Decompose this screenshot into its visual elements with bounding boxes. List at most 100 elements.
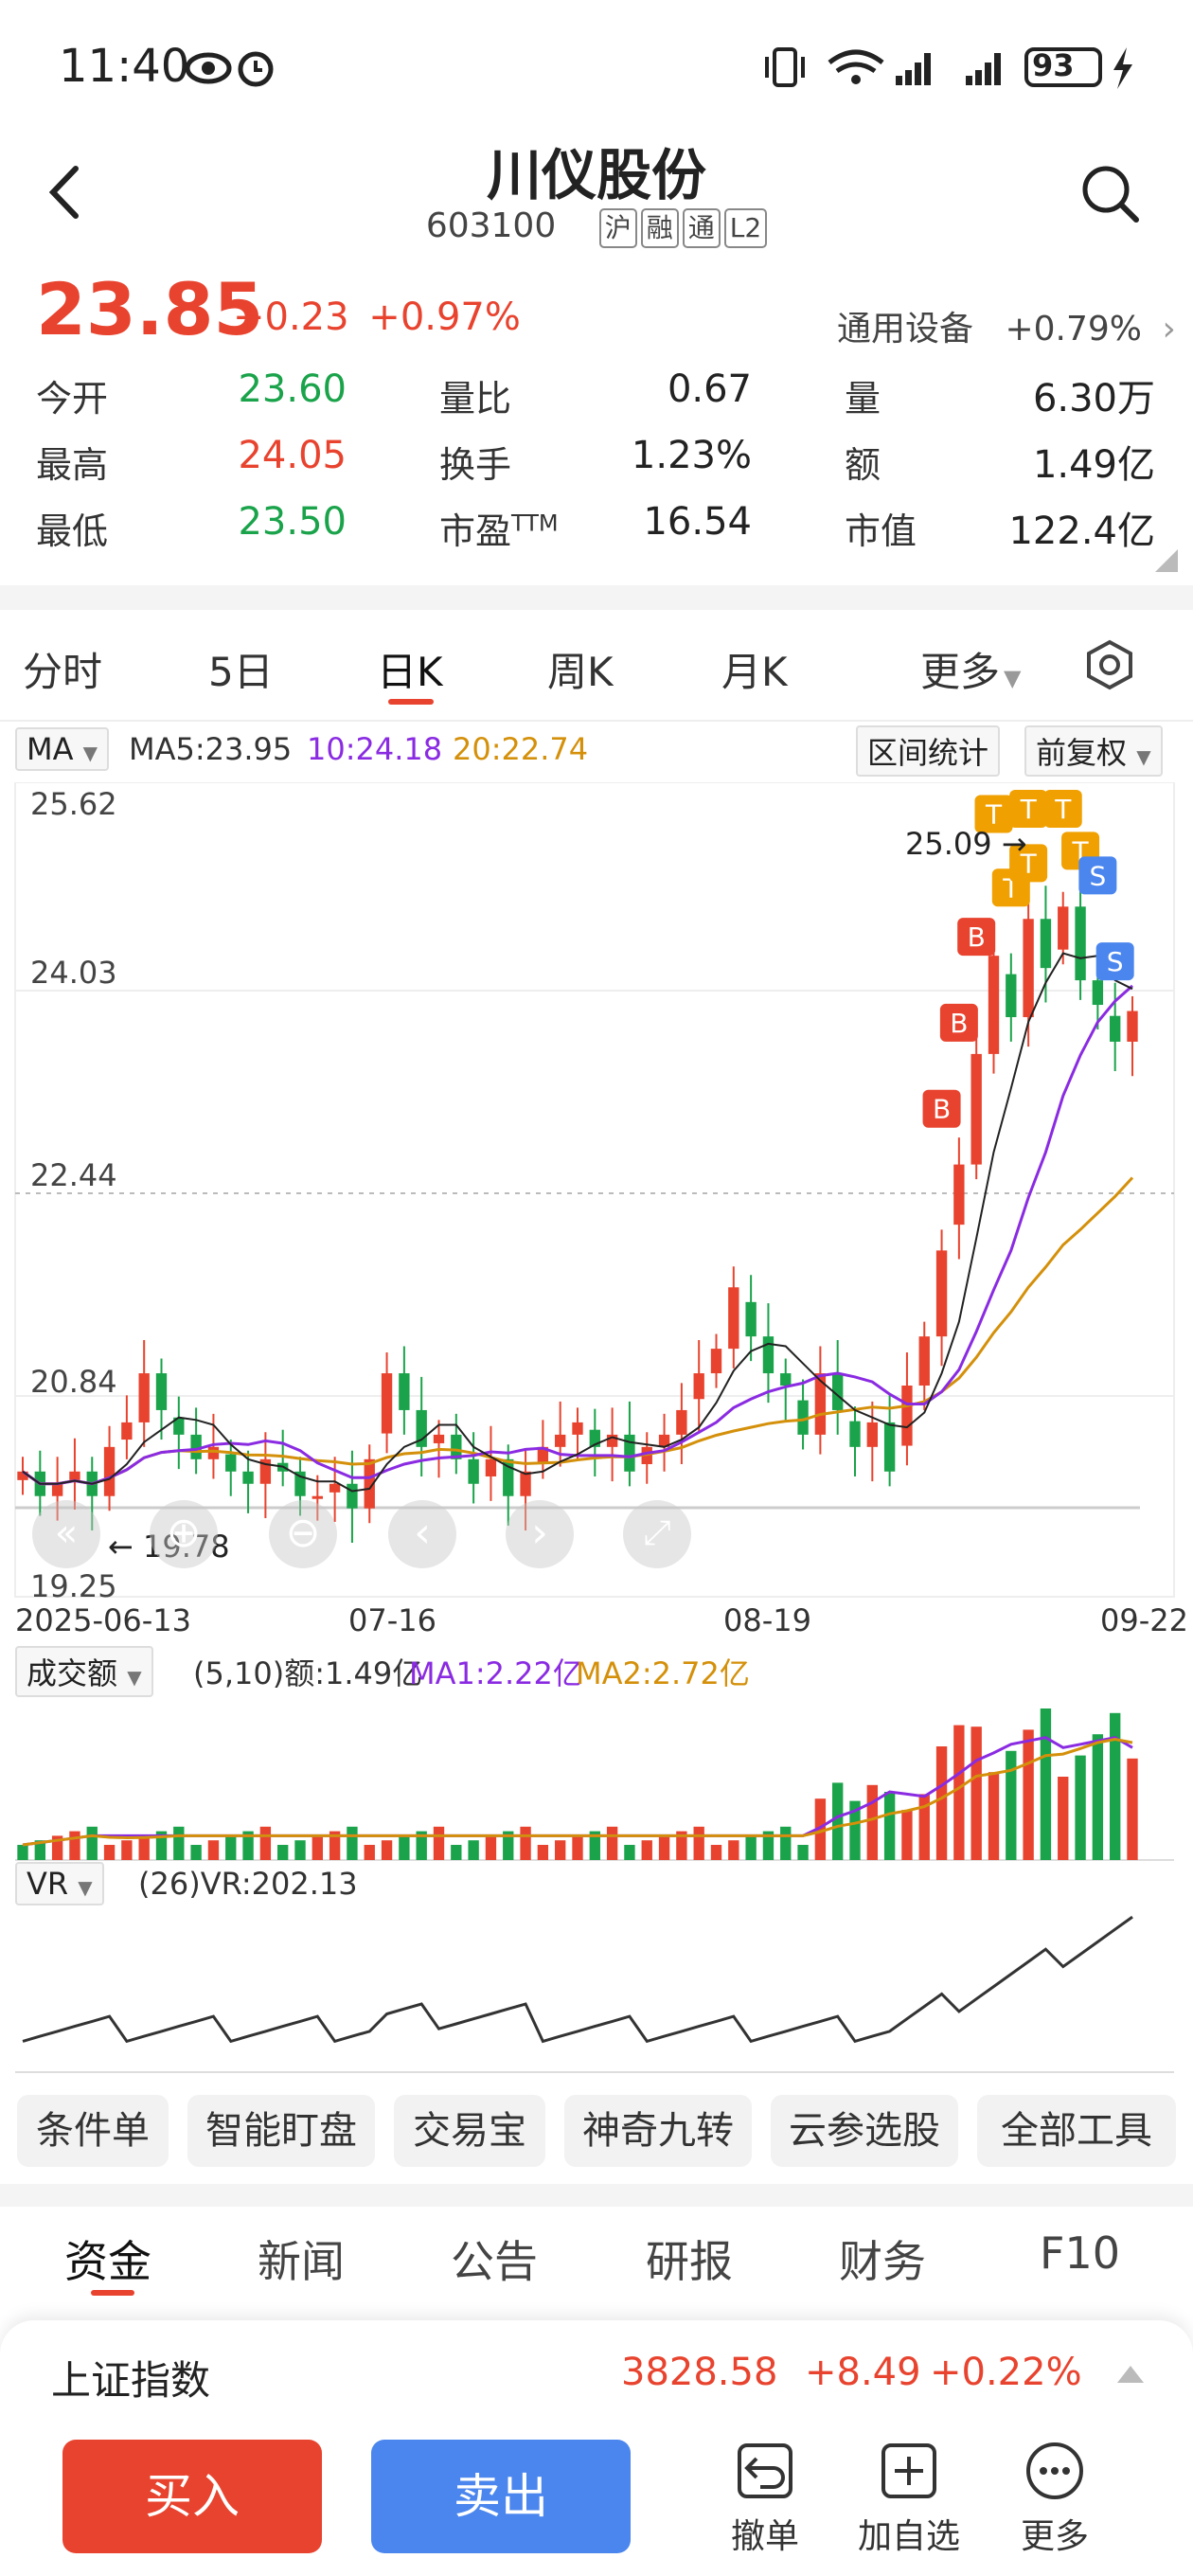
- tab-research[interactable]: 研报: [646, 2236, 733, 2287]
- tool-magic-nine[interactable]: 神奇九转: [564, 2095, 752, 2167]
- tool-cloud-picker[interactable]: 云参选股: [771, 2095, 958, 2167]
- more-action[interactable]: 更多: [998, 2442, 1112, 2558]
- vr-chart[interactable]: [0, 1904, 1193, 2074]
- zoom-out-icon: ⊖: [285, 1509, 321, 1557]
- tab-intraday[interactable]: 分时: [23, 649, 103, 695]
- tab-monthly-k[interactable]: 月K: [721, 649, 788, 695]
- volume-bar: [572, 1835, 583, 1860]
- tab-weekly-k[interactable]: 周K: [547, 649, 614, 695]
- indicator-selector[interactable]: MA ▼: [15, 727, 110, 771]
- candle-body: [1075, 906, 1086, 981]
- volume-bar: [416, 1831, 427, 1860]
- svg-text:B: B: [933, 1094, 951, 1125]
- vr-indicator-selector[interactable]: VR ▼: [15, 1862, 104, 1905]
- volume-bar: [347, 1826, 358, 1860]
- tab-announcements[interactable]: 公告: [451, 2236, 538, 2287]
- connect-tag: 通: [682, 208, 721, 248]
- candle-body: [503, 1458, 514, 1496]
- index-change-pct: +0.22%: [930, 2351, 1082, 2394]
- expand-icon: ⤢: [643, 1513, 671, 1552]
- adjustment-button[interactable]: 前复权 ▼: [1024, 725, 1163, 777]
- more-label: 更多: [1020, 2517, 1089, 2556]
- fullscreen-button[interactable]: ⤢: [623, 1500, 691, 1568]
- margin-tag: 融: [640, 208, 679, 248]
- sell-button[interactable]: 卖出: [371, 2440, 631, 2553]
- pan-left-button[interactable]: ‹: [388, 1500, 456, 1568]
- candle-body: [312, 1495, 323, 1499]
- index-name[interactable]: 上证指数: [51, 2357, 211, 2404]
- tool-all[interactable]: 全部工具: [977, 2095, 1176, 2167]
- tab-5day[interactable]: 5日: [208, 649, 274, 695]
- candle-body: [1006, 974, 1017, 1017]
- ma5-value: MA5:23.95: [129, 731, 293, 767]
- candle-body: [381, 1373, 393, 1434]
- candle-body: [173, 1417, 185, 1435]
- pan-right-button[interactable]: ›: [506, 1500, 574, 1568]
- tab-f10[interactable]: F10: [1040, 2227, 1120, 2279]
- tab-funds[interactable]: 资金: [64, 2236, 151, 2287]
- buy-button[interactable]: 买入: [62, 2440, 322, 2553]
- trade-marker-b: B: [922, 1089, 961, 1128]
- alarm-icon: [238, 51, 274, 87]
- expand-corner-icon[interactable]: [1155, 549, 1178, 572]
- price-tick-bottom: 19.25: [30, 1568, 117, 1604]
- signal-icon-1: [896, 53, 931, 85]
- candle-body: [190, 1434, 202, 1459]
- battery-icon: [1024, 47, 1102, 87]
- double-left-icon: «: [54, 1512, 79, 1555]
- search-icon[interactable]: [1079, 163, 1142, 225]
- settings-hexagon-icon[interactable]: [1083, 638, 1136, 691]
- tab-more[interactable]: 更多 ▼: [920, 649, 1022, 695]
- tool-smart-watch[interactable]: 智能盯盘: [187, 2095, 375, 2167]
- sector-link[interactable]: 通用设备 +0.79% ›: [837, 301, 1176, 350]
- volume-bar: [312, 1835, 323, 1860]
- candle-body: [416, 1409, 427, 1447]
- candle-body: [970, 1053, 982, 1165]
- volume-bar: [259, 1826, 272, 1860]
- caret-up-icon[interactable]: [1117, 2366, 1144, 2383]
- date-tick-start: 2025-06-13: [15, 1602, 191, 1638]
- svg-text:T: T: [1020, 794, 1038, 825]
- charging-icon: [1113, 47, 1132, 89]
- tool-conditional-order[interactable]: 条件单: [17, 2095, 169, 2167]
- volume-bar: [658, 1835, 670, 1860]
- trade-marker-t: T: [974, 795, 1013, 833]
- tab-news[interactable]: 新闻: [258, 2236, 345, 2287]
- volume-bar: [451, 1845, 462, 1860]
- low-marker-label: ← 19.78: [108, 1529, 230, 1565]
- cancel-order-action[interactable]: 撤单: [708, 2442, 822, 2558]
- candle-body: [658, 1434, 670, 1447]
- add-watchlist-action[interactable]: 加自选: [852, 2442, 966, 2558]
- rewind-button[interactable]: «: [32, 1500, 100, 1568]
- volume-chart[interactable]: [0, 1695, 1193, 1862]
- tool-trade-treasure[interactable]: 交易宝: [394, 2095, 545, 2167]
- candle-body: [468, 1458, 479, 1484]
- amount-value: 1.49亿: [1032, 443, 1155, 487]
- volume-bar: [918, 1794, 930, 1860]
- price-tick-4: 20.84: [30, 1364, 117, 1400]
- market-tag: 沪: [598, 208, 637, 248]
- interval-stats-button[interactable]: 区间统计: [856, 725, 1001, 777]
- candle-body: [797, 1400, 809, 1435]
- svg-text:B: B: [950, 1008, 968, 1039]
- candle-body: [745, 1301, 757, 1337]
- zoom-in-button[interactable]: ⊕: [150, 1500, 218, 1568]
- status-time: 11:40: [59, 40, 190, 93]
- zoom-out-button[interactable]: ⊖: [269, 1500, 337, 1568]
- candle-body: [259, 1458, 272, 1484]
- vibrate-icon: [765, 47, 805, 87]
- high-label: 最高: [36, 444, 109, 486]
- back-button[interactable]: [38, 159, 95, 225]
- volume-bar: [970, 1726, 982, 1860]
- volume-bar: [399, 1835, 410, 1860]
- volume-bar: [728, 1840, 739, 1860]
- tab-financials[interactable]: 财务: [839, 2236, 926, 2287]
- tab-daily-k[interactable]: 日K: [377, 649, 443, 695]
- volume-bar: [34, 1840, 45, 1860]
- volume-indicator-selector[interactable]: 成交额 ▼: [15, 1646, 153, 1697]
- low-label: 最低: [36, 510, 109, 552]
- date-tick-2: 07-16: [348, 1602, 436, 1638]
- active-info-tab-indicator: [91, 2290, 134, 2296]
- chevron-right-icon: ›: [531, 1509, 548, 1557]
